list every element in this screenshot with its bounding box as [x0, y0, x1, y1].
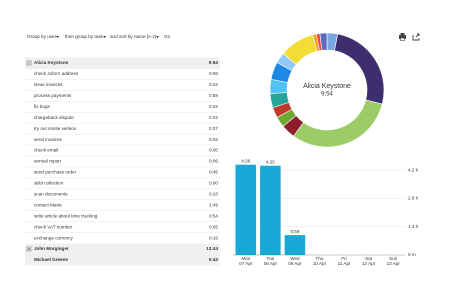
group-name: John Morginger	[34, 246, 69, 251]
task-time: 0:54	[209, 213, 218, 218]
caret	[56, 36, 59, 38]
y-tick-label: 2.8 h	[408, 196, 419, 201]
task-time: 0:27	[209, 126, 218, 131]
group-name: Alicia Keystone	[34, 60, 69, 65]
task-time: 0:06	[209, 71, 218, 76]
group-by[interactable]: Group by user	[27, 34, 57, 39]
task-name: check VAT number	[34, 224, 73, 229]
then-group-by[interactable]: then group by task	[65, 34, 103, 39]
bar	[260, 165, 281, 255]
donut-segment	[334, 33, 385, 105]
caret	[103, 36, 106, 38]
x-tick-date: 10 Apr	[313, 261, 327, 266]
y-tick-label: 1.4 h	[408, 224, 419, 229]
x-tick-day: Tue	[266, 256, 274, 261]
x-tick-day: Thu	[316, 256, 324, 261]
task-name: debt collection	[34, 181, 64, 186]
bar	[235, 164, 257, 255]
x-tick-date: 09 Apr	[288, 261, 302, 266]
x-tick-date: 08 Apr	[264, 261, 278, 266]
task-time: 1:49	[209, 202, 218, 207]
value-label: 4:25	[266, 159, 275, 164]
task-name: annual report	[34, 159, 62, 164]
value-label: 4:28	[241, 158, 250, 163]
bar	[284, 235, 306, 255]
task-name: exchange currency	[34, 235, 74, 240]
task-time: 0:22	[209, 82, 218, 87]
x-tick-date: 11 Apr	[338, 261, 351, 266]
task-name: check John's address	[34, 71, 79, 76]
center-title: Alicia Keystone	[303, 83, 351, 90]
x-tick-date: 07 Apr	[239, 261, 253, 266]
y-tick-label: 0 m	[408, 252, 416, 257]
report-table: Alicia Keystone 9:54 check John's address 0…	[25, 57, 220, 266]
x-tick-date: 12 Apr	[362, 261, 376, 266]
go-button[interactable]: Go	[164, 34, 171, 39]
task-name: process payments	[34, 93, 72, 98]
task-name: scan documents	[34, 191, 68, 196]
task-time: 0:58	[209, 93, 218, 98]
task-time: 0:00	[209, 148, 218, 153]
group-row-bg	[25, 254, 220, 266]
task-name: write article about time tracking	[34, 213, 98, 218]
task-time: 0:03	[209, 137, 218, 142]
task-name: check email	[34, 148, 58, 153]
donut-segment	[293, 99, 383, 148]
print-icon[interactable]	[399, 33, 406, 41]
task-name: send purchase order	[34, 170, 77, 175]
group-name: Michael Greene	[34, 257, 68, 262]
task-name: chargeback dispute	[34, 115, 74, 120]
task-name: try out onsite version	[34, 126, 77, 131]
task-time: 0:05	[209, 224, 218, 229]
task-time: 0:00	[209, 181, 218, 186]
donut-chart: Alicia Keystone 9:54	[269, 32, 385, 148]
task-time: 0:06	[209, 159, 218, 164]
x-tick-day: Sun	[389, 256, 398, 261]
task-name: send invoices	[34, 137, 63, 142]
group-row-bg	[25, 243, 220, 255]
task-time: 0:45	[209, 170, 218, 175]
task-time: 0:23	[209, 191, 218, 196]
group-row-bg	[25, 57, 220, 69]
task-name: fix bugs	[34, 104, 51, 109]
task-time: 0:22	[209, 104, 218, 109]
x-tick-day: Mon	[241, 256, 250, 261]
task-name: contact Maria	[34, 202, 62, 207]
group-time: 9:54	[209, 60, 219, 65]
group-time: 13:44	[206, 246, 218, 251]
task-name: issue invoices	[34, 82, 63, 87]
center-value: 9:54	[321, 92, 333, 98]
task-time: 0:16	[209, 235, 218, 240]
caret	[156, 36, 159, 38]
x-tick-day: Wed	[290, 256, 300, 261]
value-label: 0:59	[290, 229, 299, 234]
share-icon[interactable]	[412, 33, 420, 41]
donut-segment	[319, 32, 328, 51]
task-time: 0:22	[209, 115, 218, 120]
x-tick-date: 13 Apr	[387, 261, 401, 266]
x-tick-day: Fri	[341, 256, 346, 261]
sort-by[interactable]: and sort by name [A-z]	[110, 34, 156, 39]
group-time: 0:43	[209, 257, 219, 262]
y-tick-label: 4.2 h	[408, 167, 419, 172]
x-tick-day: Sat	[365, 256, 373, 261]
